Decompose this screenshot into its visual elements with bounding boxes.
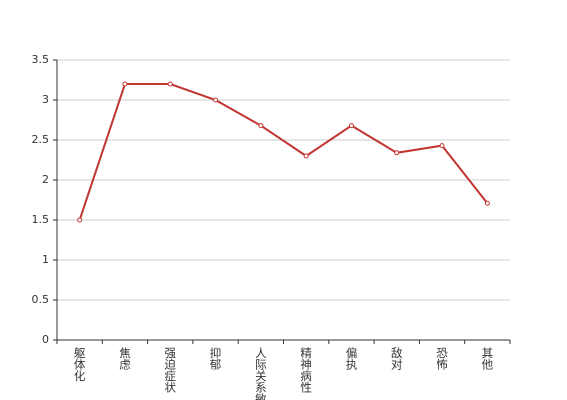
x-tick-label: 抑郁 xyxy=(209,346,223,370)
x-tick-label: 人际关系敏感 xyxy=(254,347,268,400)
y-tick-label: 3.5 xyxy=(32,53,50,66)
x-tick-label: 精神病性 xyxy=(299,347,313,394)
point xyxy=(439,143,445,149)
point xyxy=(484,200,490,206)
point xyxy=(167,81,173,87)
x-tick-label: 强迫症状 xyxy=(163,347,177,393)
y-tick-label: 0.5 xyxy=(32,293,50,306)
y-tick-label: 0 xyxy=(42,333,49,346)
x-tick-label: 偏执 xyxy=(344,346,358,371)
x-tick-label: 恐怖 xyxy=(435,347,449,370)
point xyxy=(122,81,128,87)
point xyxy=(213,97,219,103)
x-tick-label: 焦虑 xyxy=(118,347,132,370)
y-tick-label: 3 xyxy=(42,93,49,106)
x-tick-label: 躯体化 xyxy=(73,347,87,382)
point xyxy=(303,153,309,159)
y-tick-label: 1 xyxy=(42,253,49,266)
y-tick-label: 2 xyxy=(42,173,49,186)
point xyxy=(258,123,264,129)
y-tick-label: 2.5 xyxy=(32,133,50,146)
line xyxy=(78,83,489,221)
point xyxy=(394,150,400,156)
y-tick-label: 1.5 xyxy=(32,213,50,226)
x-tick-label: 其他 xyxy=(480,347,494,370)
point xyxy=(77,217,83,223)
x-tick-label: 敌对 xyxy=(390,346,404,370)
point xyxy=(348,123,354,129)
